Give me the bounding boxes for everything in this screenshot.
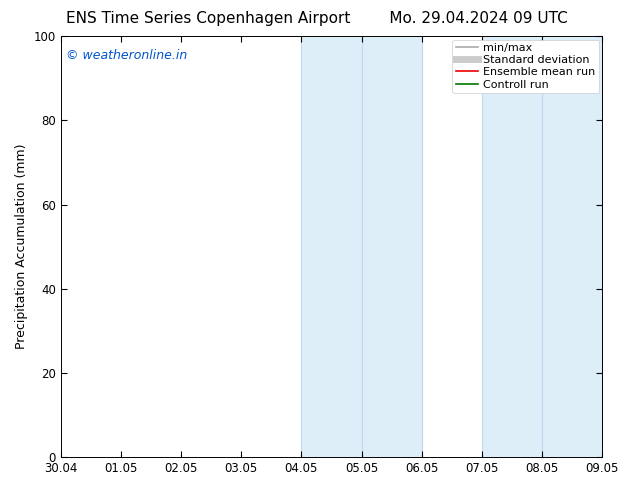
Legend: min/max, Standard deviation, Ensemble mean run, Controll run: min/max, Standard deviation, Ensemble me… (452, 40, 599, 93)
Bar (301, 36, 361, 457)
Bar (361, 36, 422, 457)
Bar (542, 36, 602, 457)
Text: ENS Time Series Copenhagen Airport        Mo. 29.04.2024 09 UTC: ENS Time Series Copenhagen Airport Mo. 2… (66, 11, 568, 26)
Y-axis label: Precipitation Accumulation (mm): Precipitation Accumulation (mm) (15, 144, 28, 349)
Text: © weatheronline.in: © weatheronline.in (66, 49, 187, 62)
Bar (482, 36, 542, 457)
